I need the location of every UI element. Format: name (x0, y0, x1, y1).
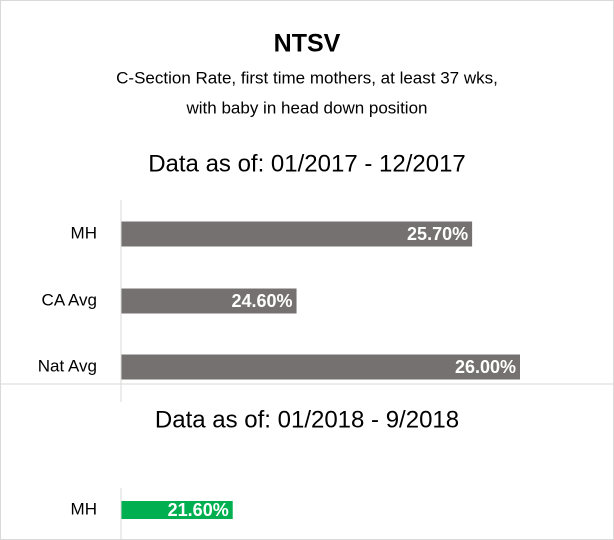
chart-title: Data as of: 01/2017 - 12/2017 (148, 150, 466, 177)
category-label: MH (71, 499, 97, 518)
category-label: CA Avg (42, 290, 97, 309)
bar (121, 501, 233, 519)
bar (121, 221, 473, 247)
bar (121, 354, 520, 380)
chart-title: Data as of: 01/2018 - 9/2018 (155, 406, 459, 433)
title: NTSV (274, 30, 341, 58)
subtitle: C-Section Rate, first time mothers, at l… (116, 68, 498, 87)
subtitle: with baby in head down position (186, 98, 428, 117)
value-label: 26.00% (455, 357, 516, 377)
value-label: 21.60% (168, 500, 229, 520)
category-label: Nat Avg (38, 356, 97, 375)
value-label: 25.70% (407, 224, 468, 244)
value-label: 24.60% (231, 291, 292, 311)
category-label: MH (71, 223, 97, 242)
bar (121, 288, 297, 314)
